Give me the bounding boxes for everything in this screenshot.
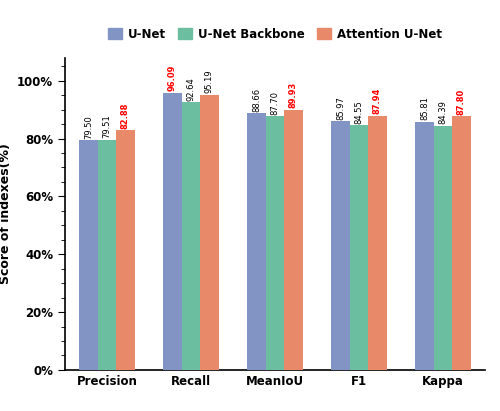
Bar	[116, 130, 134, 370]
Text: 79.51: 79.51	[102, 115, 112, 139]
Text: 87.94: 87.94	[373, 88, 382, 114]
Text: 85.81: 85.81	[420, 97, 429, 120]
Bar	[350, 125, 368, 370]
Bar	[182, 102, 200, 370]
Bar	[164, 93, 182, 370]
Text: 82.88: 82.88	[121, 102, 130, 129]
Text: 85.97: 85.97	[336, 96, 345, 120]
Bar	[332, 121, 350, 370]
Text: 92.64: 92.64	[186, 77, 196, 101]
Bar	[452, 116, 470, 370]
Bar	[248, 113, 266, 370]
Bar	[434, 126, 452, 370]
Text: 87.80: 87.80	[457, 88, 466, 115]
Bar	[416, 122, 434, 370]
Legend: U-Net, U-Net Backbone, Attention U-Net: U-Net, U-Net Backbone, Attention U-Net	[104, 23, 446, 45]
Y-axis label: Score of indexes(%): Score of indexes(%)	[0, 143, 12, 284]
Text: 84.39: 84.39	[438, 101, 448, 125]
Text: 88.66: 88.66	[252, 88, 261, 112]
Bar	[80, 140, 98, 370]
Bar	[368, 115, 386, 370]
Text: 89.93: 89.93	[289, 82, 298, 109]
Bar	[266, 116, 284, 370]
Bar	[200, 95, 218, 370]
Bar	[284, 110, 302, 370]
Text: 79.50: 79.50	[84, 115, 93, 139]
Bar	[98, 140, 116, 370]
Text: 95.19: 95.19	[205, 69, 214, 93]
Text: 96.09: 96.09	[168, 65, 177, 91]
Text: 84.55: 84.55	[354, 100, 364, 124]
Text: 87.70: 87.70	[270, 91, 280, 115]
